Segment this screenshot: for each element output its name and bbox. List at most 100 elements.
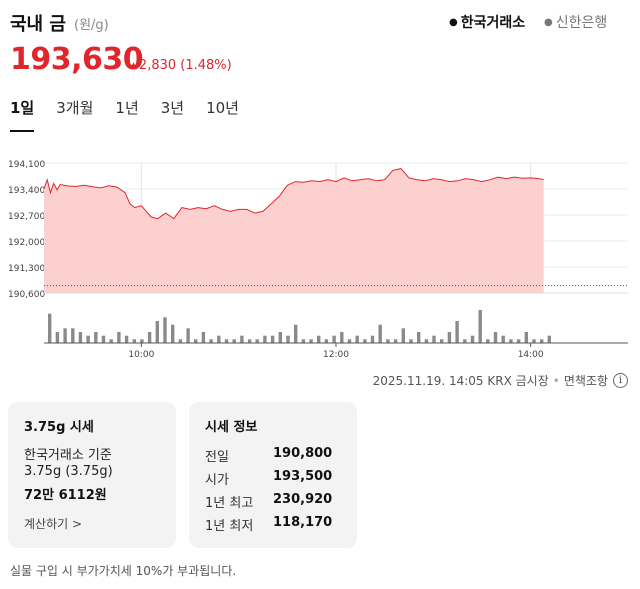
- info-row-label: 1년 최저: [205, 519, 254, 534]
- tab-1d[interactable]: 1일: [10, 98, 35, 132]
- info-row-value: 118,170: [273, 515, 333, 530]
- y-tick-label: 191,300: [8, 264, 45, 274]
- y-tick-label: 192,700: [8, 212, 45, 222]
- current-price: 193,630: [10, 42, 144, 77]
- volume-bar: [516, 339, 521, 343]
- spot-weight: 3.75g (3.75g): [24, 464, 113, 479]
- source-shinhan-label: 신한은행: [555, 15, 608, 31]
- volume-bar: [224, 339, 229, 343]
- info-row-label: 1년 최고: [205, 496, 254, 511]
- volume-bar: [117, 332, 121, 343]
- spot-basis: 한국거래소 기준: [24, 448, 112, 463]
- timestamp-text: 2025.11.19. 14:05 KRX 금시장: [372, 374, 549, 388]
- volume-bar: [532, 339, 536, 343]
- volume-bar: [286, 335, 290, 343]
- info-row: 시가 193,500: [205, 469, 345, 488]
- tab-1y[interactable]: 1년: [115, 99, 139, 117]
- calculate-link[interactable]: 계산하기 >: [24, 517, 83, 531]
- vat-note: 실물 구입 시 부가가치세 10%가 부과됩니다.: [10, 564, 237, 578]
- y-tick-label: 190,600: [8, 290, 45, 300]
- volume-bar: [55, 332, 60, 343]
- up-triangle-icon: ▲: [130, 61, 137, 71]
- volume-bar: [194, 339, 198, 343]
- volume-bar: [486, 339, 490, 343]
- info-row: 1년 최고 230,920: [205, 492, 345, 511]
- period-tabs: 1일 3개월 1년 3년 10년: [10, 98, 261, 132]
- separator-dot: •: [552, 373, 560, 388]
- source-shinhan[interactable]: ● 신한은행: [544, 12, 607, 32]
- x-tick-label: 10:00: [128, 350, 154, 360]
- price-area: [44, 168, 544, 293]
- volume-bar: [71, 328, 75, 343]
- spot-card-title: 3.75g 시세: [24, 420, 94, 435]
- timestamp-info: 2025.11.19. 14:05 KRX 금시장 • 면책조항 i: [373, 372, 628, 389]
- volume-bar: [509, 339, 513, 343]
- volume-bar: [363, 339, 367, 343]
- x-tick-label: 12:00: [323, 350, 349, 360]
- volume-bar: [232, 339, 236, 343]
- volume-bar: [478, 310, 482, 343]
- info-card-title: 시세 정보: [205, 420, 258, 435]
- volume-bar: [417, 332, 421, 343]
- volume-bar: [317, 335, 321, 343]
- volume-bar: [48, 313, 52, 343]
- source-krx[interactable]: ● 한국거래소: [449, 12, 525, 32]
- volume-bar: [86, 335, 90, 343]
- volume-bar: [386, 339, 390, 343]
- volume-bar: [432, 335, 436, 343]
- volume-bar: [140, 339, 144, 343]
- volume-bar: [493, 332, 498, 343]
- tab-3y[interactable]: 3년: [160, 99, 185, 117]
- volume-bar: [470, 335, 475, 343]
- volume-bar: [347, 339, 352, 343]
- info-row-value: 230,920: [273, 492, 333, 507]
- price-chart[interactable]: 194,100 193,400 192,700 192,000 191,300 190,6…: [0, 150, 640, 365]
- volume-bar: [540, 339, 544, 343]
- y-tick-label: 194,100: [8, 160, 45, 170]
- price-info-card: 시세 정보 전일 190,800 시가 193,500 1년 최고 230,920 1…: [189, 402, 357, 548]
- spot-amount: 72만 6112원: [24, 488, 107, 503]
- volume-bar: [240, 335, 244, 343]
- volume-bar: [255, 339, 259, 343]
- volume-bar: [424, 339, 429, 343]
- info-row-value: 190,800: [273, 446, 333, 461]
- info-icon[interactable]: i: [613, 373, 628, 388]
- volume-bar: [440, 339, 444, 343]
- info-row: 1년 최저 118,170: [205, 515, 345, 534]
- volume-bar: [186, 328, 190, 343]
- volume-bar: [447, 332, 452, 343]
- volume-bar: [201, 332, 206, 343]
- volume-bar: [332, 335, 336, 343]
- volume-bar: [547, 335, 551, 343]
- volume-bar: [370, 335, 375, 343]
- volume-bar: [217, 335, 221, 343]
- volume-bar: [155, 321, 159, 343]
- volume-bar: [63, 328, 67, 343]
- unit-label: (원/g): [74, 18, 109, 33]
- disclaimer-link[interactable]: 면책조항: [563, 374, 608, 388]
- spot-price-card: 3.75g 시세 한국거래소 기준 3.75g (3.75g) 72만 6112…: [8, 402, 176, 548]
- volume-bar: [124, 335, 129, 343]
- volume-bar: [209, 339, 213, 343]
- bullet-icon: ●: [544, 17, 553, 28]
- volume-bar: [455, 321, 459, 343]
- volume-bar: [270, 335, 275, 343]
- volume-bar: [247, 339, 252, 343]
- volume-bar: [378, 324, 382, 343]
- volume-bar: [78, 332, 83, 343]
- volume-bar: [278, 332, 282, 343]
- volume-bar: [94, 332, 98, 343]
- volume-bar: [524, 332, 528, 343]
- tab-3m[interactable]: 3개월: [56, 99, 94, 117]
- page-title: 국내 금: [10, 14, 66, 35]
- price-line: [43, 168, 544, 220]
- y-tick-label: 193,400: [8, 186, 45, 196]
- info-row-label: 전일: [205, 450, 229, 465]
- volume-bar: [178, 339, 183, 343]
- bullet-icon: ●: [449, 17, 458, 28]
- source-krx-label: 한국거래소: [460, 15, 526, 31]
- x-tick-label: 14:00: [518, 350, 544, 360]
- volume-bar: [132, 339, 136, 343]
- tab-10y[interactable]: 10년: [206, 99, 239, 117]
- volume-bar: [409, 339, 413, 343]
